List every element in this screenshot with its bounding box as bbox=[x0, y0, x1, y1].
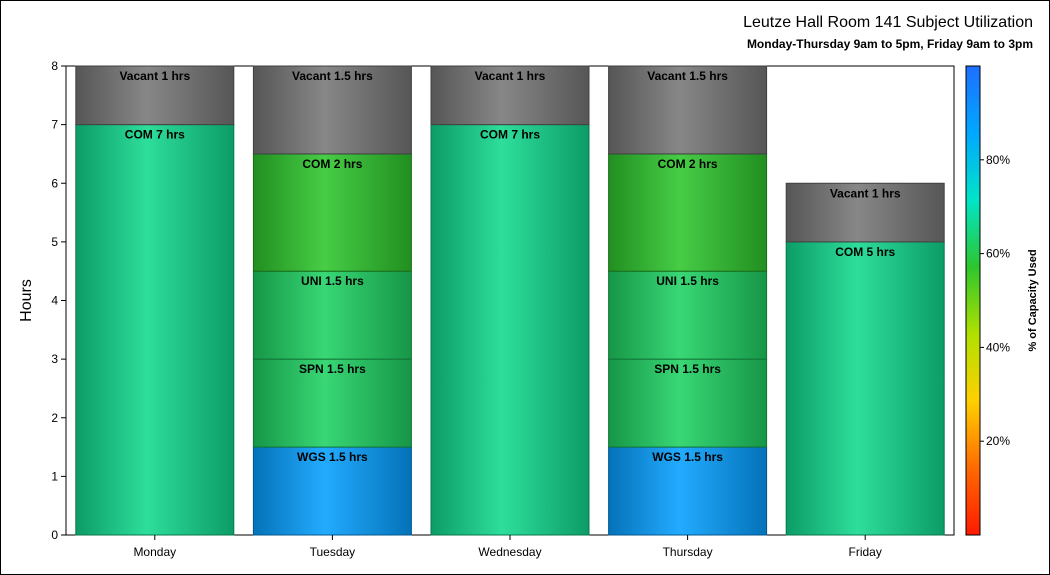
segment-label: COM 2 hrs bbox=[658, 157, 718, 171]
colorbar-tick-label: 20% bbox=[986, 434, 1010, 448]
chart-subtitle: Monday-Thursday 9am to 5pm, Friday 9am t… bbox=[746, 37, 1033, 51]
bar-segment bbox=[430, 124, 590, 536]
y-tick-label: 3 bbox=[51, 352, 58, 366]
bar-segment bbox=[252, 153, 412, 272]
y-tick-label: 6 bbox=[51, 176, 58, 190]
segment-label: UNI 1.5 hrs bbox=[656, 274, 719, 288]
bar-segment bbox=[252, 270, 412, 360]
x-tick-label: Wednesday bbox=[478, 545, 541, 559]
segment-label: Vacant 1 hrs bbox=[830, 186, 901, 200]
x-tick-label: Thursday bbox=[663, 545, 713, 559]
segment-label: Vacant 1.5 hrs bbox=[292, 69, 373, 83]
bar-segment bbox=[608, 270, 768, 360]
bar-segment bbox=[785, 182, 945, 243]
segment-label: WGS 1.5 hrs bbox=[652, 450, 723, 464]
y-axis-label: Hours bbox=[18, 279, 35, 322]
chart-title: Leutze Hall Room 141 Subject Utilization bbox=[743, 14, 1033, 31]
colorbar-tick-label: 40% bbox=[986, 340, 1010, 354]
bar-segment bbox=[608, 358, 768, 448]
segment-label: SPN 1.5 hrs bbox=[299, 362, 366, 376]
segment-label: COM 2 hrs bbox=[302, 157, 362, 171]
segment-label: Vacant 1 hrs bbox=[475, 69, 546, 83]
segment-label: WGS 1.5 hrs bbox=[297, 450, 368, 464]
segment-label: COM 7 hrs bbox=[125, 128, 185, 142]
y-tick-label: 2 bbox=[51, 411, 58, 425]
bar-segment bbox=[252, 358, 412, 448]
y-tick-label: 0 bbox=[51, 528, 58, 542]
bar-segment bbox=[75, 65, 235, 126]
colorbar-tick-label: 80% bbox=[986, 153, 1010, 167]
colorbar-label: % of Capacity Used bbox=[1027, 249, 1039, 351]
x-tick-label: Tuesday bbox=[310, 545, 356, 559]
segment-label: Vacant 1.5 hrs bbox=[647, 69, 728, 83]
x-tick-label: Monday bbox=[133, 545, 176, 559]
y-tick-label: 4 bbox=[51, 294, 58, 308]
colorbar-tick-label: 60% bbox=[986, 247, 1010, 261]
bar-segment bbox=[430, 65, 590, 126]
colorbar bbox=[965, 65, 981, 536]
y-tick-label: 5 bbox=[51, 235, 58, 249]
bar-segment bbox=[608, 153, 768, 272]
bar-segment bbox=[608, 65, 768, 155]
segment-label: COM 7 hrs bbox=[480, 128, 540, 142]
segment-label: UNI 1.5 hrs bbox=[301, 274, 364, 288]
segment-label: SPN 1.5 hrs bbox=[654, 362, 721, 376]
y-tick-label: 1 bbox=[51, 469, 58, 483]
bar-segment bbox=[785, 241, 945, 536]
x-tick-label: Friday bbox=[849, 545, 882, 559]
segment-label: COM 5 hrs bbox=[835, 245, 895, 259]
bar-segment bbox=[252, 65, 412, 155]
segment-label: Vacant 1 hrs bbox=[119, 69, 190, 83]
bar-segment bbox=[75, 124, 235, 536]
y-tick-label: 8 bbox=[51, 59, 58, 73]
y-tick-label: 7 bbox=[51, 118, 58, 132]
